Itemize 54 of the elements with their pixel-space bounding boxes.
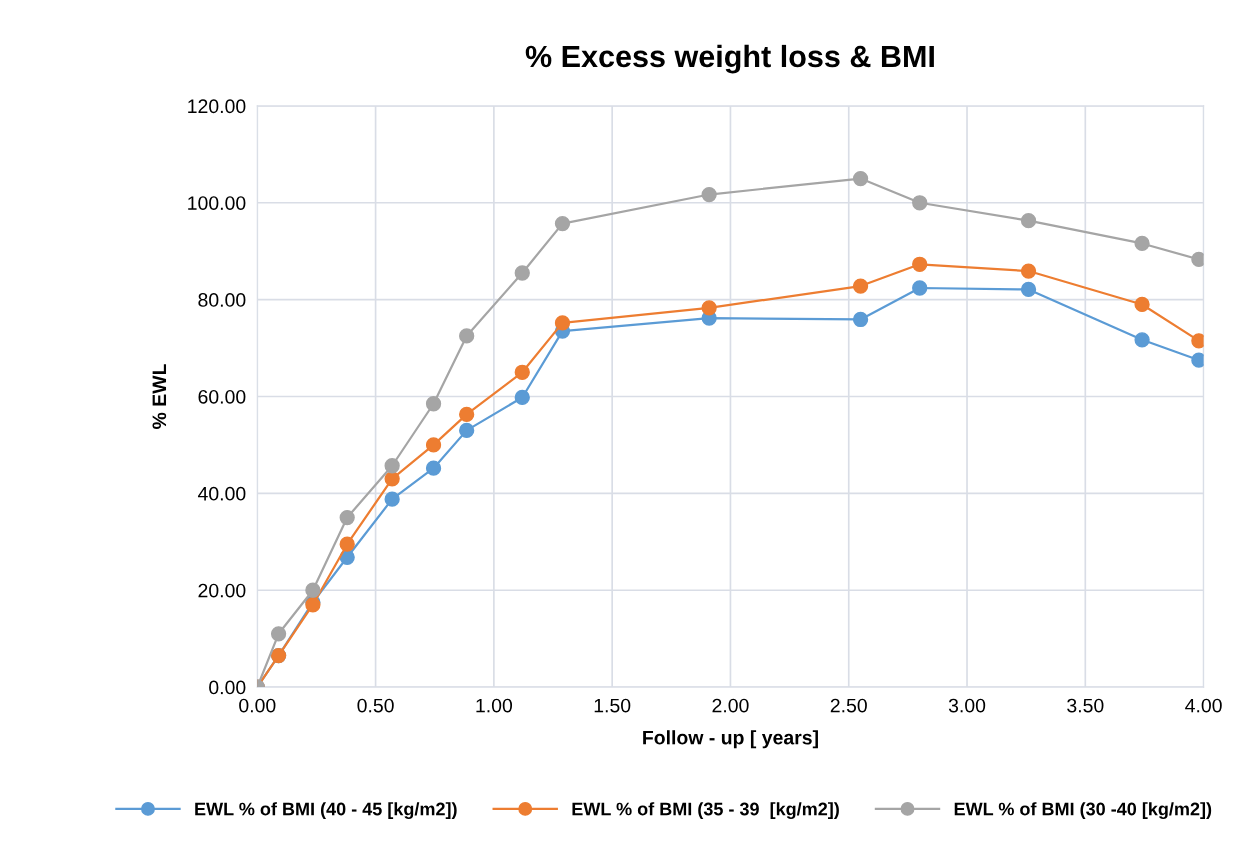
point xyxy=(270,626,287,642)
point xyxy=(852,278,869,294)
x-tick-label: 1.00 xyxy=(476,698,513,713)
point xyxy=(384,491,400,507)
point xyxy=(701,300,717,316)
point xyxy=(1020,213,1037,229)
point xyxy=(1134,296,1150,313)
point xyxy=(554,215,571,232)
y-tick-label: 120.00 xyxy=(188,99,246,114)
point xyxy=(912,256,928,272)
point xyxy=(384,458,400,474)
x-tick-label: 4.00 xyxy=(1185,698,1222,713)
legend-label: EWL % of BMI (30 -40 [kg/m2]) xyxy=(954,802,1212,820)
x-tick-label: 1.50 xyxy=(594,698,631,713)
y-tick-label: 80.00 xyxy=(198,293,246,307)
point xyxy=(554,315,571,331)
point xyxy=(852,170,869,187)
point xyxy=(425,396,442,412)
y-tick-label: 60.00 xyxy=(198,389,246,404)
point xyxy=(459,406,475,423)
x-tick-label: 0.00 xyxy=(239,698,276,713)
chart-title: % Excess weight loss & BMI xyxy=(525,44,934,74)
point xyxy=(425,437,442,453)
point xyxy=(459,422,475,439)
x-tick-label: 0.50 xyxy=(357,698,394,713)
x-tick-label: 3.50 xyxy=(1067,698,1104,713)
x-tick-label: 3.00 xyxy=(948,698,986,713)
point xyxy=(1020,263,1037,279)
y-axis-title: % EWL xyxy=(152,364,167,429)
point xyxy=(384,471,400,487)
point xyxy=(339,536,355,552)
point xyxy=(305,582,321,598)
legend-label: EWL % of BMI (40 - 45 [kg/m2]) xyxy=(195,802,457,820)
point xyxy=(1020,281,1037,298)
x-tick-label: 2.50 xyxy=(830,698,867,713)
legend-label: EWL % of BMI (35 - 39 [kg/m2]) xyxy=(572,802,839,820)
point xyxy=(459,328,475,344)
point xyxy=(912,280,928,296)
y-tick-label: 20.00 xyxy=(198,583,246,598)
point xyxy=(514,389,530,406)
y-tick-label: 100.00 xyxy=(188,196,246,210)
point xyxy=(339,509,355,526)
y-tick-label: 0.00 xyxy=(209,680,246,695)
x-tick-label: 2.00 xyxy=(712,698,749,713)
point xyxy=(701,186,717,203)
point xyxy=(425,460,442,476)
point xyxy=(912,195,928,211)
point xyxy=(852,311,869,328)
point xyxy=(1134,235,1150,252)
point xyxy=(514,265,530,281)
point xyxy=(1134,332,1150,348)
point xyxy=(514,364,530,380)
x-axis-title: Follow - up [ years] xyxy=(643,730,818,749)
y-tick-label: 40.00 xyxy=(197,486,246,501)
